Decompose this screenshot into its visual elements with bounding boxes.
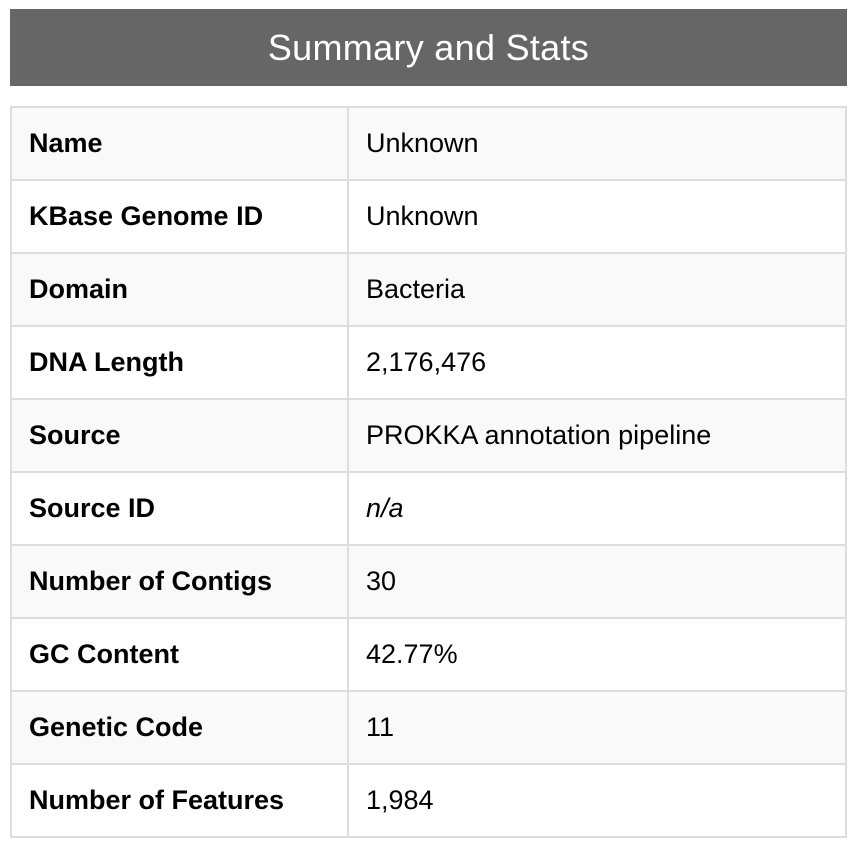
stats-row-number-of-features: Number of Features 1,984: [10, 763, 847, 838]
stats-row-source-id: Source ID n/a: [10, 471, 847, 546]
stats-value: 30: [347, 544, 847, 619]
stats-label: Genetic Code: [10, 690, 349, 765]
panel-header: Summary and Stats: [10, 9, 847, 86]
stats-row-number-of-contigs: Number of Contigs 30: [10, 544, 847, 619]
stats-label: Number of Contigs: [10, 544, 349, 619]
stats-value: Unknown: [347, 179, 847, 254]
stats-value: 42.77%: [347, 617, 847, 692]
stats-label: Number of Features: [10, 763, 349, 838]
stats-label: Source ID: [10, 471, 349, 546]
stats-label: DNA Length: [10, 325, 349, 400]
stats-row-genetic-code: Genetic Code 11: [10, 690, 847, 765]
stats-value: Bacteria: [347, 252, 847, 327]
stats-label: GC Content: [10, 617, 349, 692]
stats-value: PROKKA annotation pipeline: [347, 398, 847, 473]
stats-value: 1,984: [347, 763, 847, 838]
summary-stats-table: Name Unknown KBase Genome ID Unknown Dom…: [10, 106, 847, 838]
stats-row-source: Source PROKKA annotation pipeline: [10, 398, 847, 473]
stats-value: n/a: [347, 471, 847, 546]
stats-row-domain: Domain Bacteria: [10, 252, 847, 327]
panel-title: Summary and Stats: [267, 26, 590, 68]
stats-label: Domain: [10, 252, 349, 327]
stats-label: Source: [10, 398, 349, 473]
stats-value: 2,176,476: [347, 325, 847, 400]
stats-row-kbase-genome-id: KBase Genome ID Unknown: [10, 179, 847, 254]
stats-row-name: Name Unknown: [10, 106, 847, 181]
stats-row-gc-content: GC Content 42.77%: [10, 617, 847, 692]
stats-value: Unknown: [347, 106, 847, 181]
stats-label: Name: [10, 106, 349, 181]
stats-row-dna-length: DNA Length 2,176,476: [10, 325, 847, 400]
stats-value: 11: [347, 690, 847, 765]
stats-label: KBase Genome ID: [10, 179, 349, 254]
